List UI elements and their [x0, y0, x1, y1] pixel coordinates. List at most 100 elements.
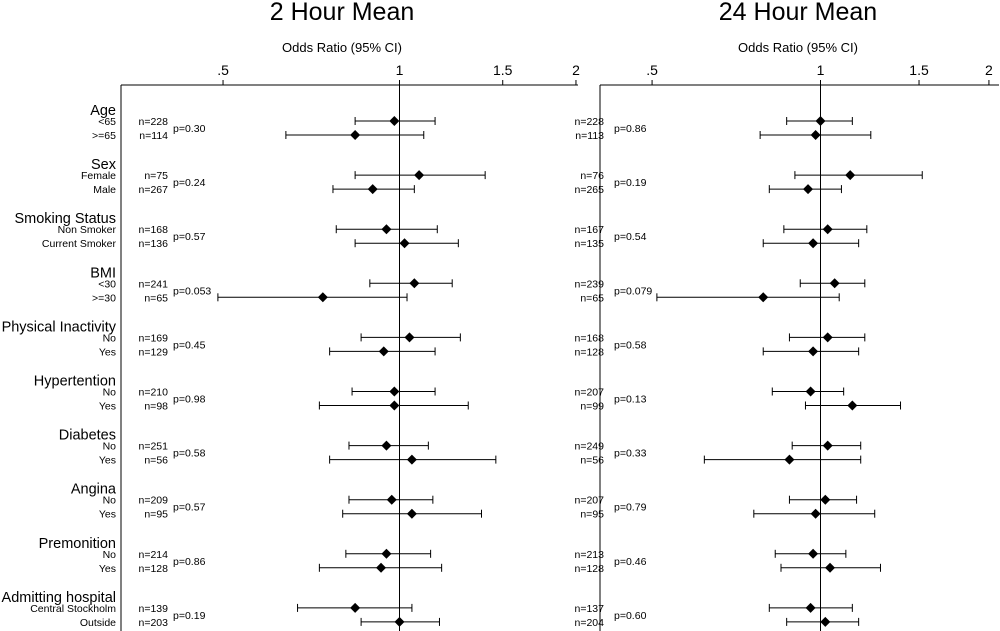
p-value-label: p=0.13 — [614, 394, 647, 406]
x-tick-label: 1.5 — [493, 62, 513, 78]
n-label: n=56 — [580, 455, 604, 467]
n-label: n=95 — [144, 509, 168, 521]
point-estimate — [389, 400, 400, 411]
n-label: n=75 — [144, 170, 168, 182]
point-estimate — [803, 184, 814, 195]
row-label: Yes — [99, 455, 116, 467]
p-value-label: p=0.45 — [173, 339, 206, 351]
x-axis-title: Odds Ratio (95% CI) — [738, 40, 858, 55]
group-label: Angina — [71, 482, 117, 498]
p-value-label: p=0.30 — [173, 123, 206, 135]
row-label: No — [103, 387, 117, 399]
p-value-label: p=0.60 — [614, 610, 647, 622]
p-value-label: p=0.19 — [614, 177, 647, 189]
point-estimate — [808, 238, 819, 249]
point-estimate — [820, 616, 831, 627]
n-label: n=135 — [575, 238, 605, 250]
row-label: Yes — [99, 346, 116, 358]
group-label: Admitting hospital — [2, 590, 116, 606]
point-estimate — [378, 346, 389, 357]
row-label: Non Smoker — [58, 224, 117, 236]
point-estimate — [822, 224, 833, 235]
point-estimate — [822, 332, 833, 343]
n-label: n=137 — [575, 603, 605, 615]
panel-2-hour-mean: 2 Hour Mean Odds Ratio (95% CI) .5 1 1.5 2 Age… — [2, 0, 580, 631]
row-label: No — [103, 495, 117, 507]
p-value-label: p=0.79 — [614, 502, 647, 514]
x-tick-label: 1 — [817, 62, 825, 78]
point-estimate — [845, 170, 856, 181]
p-value-label: p=0.46 — [614, 556, 647, 568]
n-label: n=214 — [139, 549, 169, 561]
n-label: n=267 — [139, 184, 169, 196]
x-tick-label: .5 — [646, 62, 658, 78]
point-estimate — [815, 116, 826, 126]
point-estimate — [820, 494, 831, 505]
point-estimate — [389, 386, 400, 397]
n-label: n=169 — [139, 332, 169, 344]
point-estimate — [414, 170, 425, 181]
point-estimate — [808, 548, 819, 559]
row-label: No — [103, 549, 117, 561]
n-label: n=228 — [575, 116, 605, 128]
n-label: n=139 — [139, 603, 169, 615]
n-label: n=113 — [575, 130, 604, 142]
row-label: Yes — [99, 563, 116, 575]
n-label: n=207 — [575, 495, 605, 507]
group-label: BMI — [90, 265, 116, 281]
group-label: Age — [90, 103, 116, 119]
row-label: Yes — [99, 401, 116, 413]
n-label: n=76 — [580, 170, 604, 182]
n-label: n=210 — [139, 387, 169, 399]
point-estimate — [350, 130, 361, 140]
point-estimate — [381, 224, 392, 235]
point-estimate — [381, 440, 392, 451]
n-label: n=207 — [575, 387, 605, 399]
n-label: n=65 — [144, 292, 168, 304]
point-estimate — [805, 602, 816, 613]
n-label: n=203 — [139, 617, 169, 629]
row-label: <65 — [98, 116, 116, 128]
n-label: n=228 — [139, 116, 169, 128]
p-value-label: p=0.57 — [173, 231, 206, 243]
point-estimate — [758, 292, 769, 303]
row-label: Central Stockholm — [30, 603, 116, 615]
point-estimate — [805, 386, 816, 397]
row-label: Female — [81, 170, 116, 182]
row-label: Male — [93, 184, 116, 196]
point-estimate — [404, 332, 415, 343]
p-value-label: p=0.33 — [614, 448, 647, 460]
p-value-label: p=0.86 — [173, 556, 206, 568]
point-estimate — [825, 562, 836, 573]
n-label: n=213 — [575, 549, 605, 561]
n-label: n=128 — [575, 563, 605, 575]
chart-title: 24 Hour Mean — [719, 0, 877, 26]
point-estimate — [810, 508, 821, 519]
point-estimate — [406, 508, 417, 519]
row-label: No — [103, 332, 117, 344]
point-estimate — [822, 440, 833, 451]
x-tick-label: 2 — [985, 62, 993, 78]
n-label: n=128 — [575, 346, 605, 358]
group-label: Physical Inactivity — [2, 319, 117, 335]
x-axis-title: Odds Ratio (95% CI) — [282, 40, 402, 55]
row-label: <30 — [98, 278, 116, 290]
point-estimate — [376, 562, 387, 573]
p-value-label: p=0.079 — [614, 285, 652, 297]
group-label: Diabetes — [59, 428, 116, 444]
row-label: >=30 — [92, 292, 116, 304]
x-tick-label: 1 — [396, 62, 404, 78]
p-value-label: p=0.57 — [173, 502, 206, 514]
n-label: n=95 — [580, 509, 604, 521]
p-value-label: p=0.58 — [614, 339, 647, 351]
point-estimate — [399, 238, 410, 249]
point-estimate — [381, 548, 392, 559]
point-estimate — [406, 454, 417, 465]
point-estimate — [386, 494, 397, 505]
n-label: n=168 — [575, 332, 605, 344]
n-label: n=251 — [139, 441, 169, 453]
p-value-label: p=0.24 — [173, 177, 206, 189]
x-tick-label: 2 — [572, 62, 580, 78]
row-label: No — [103, 441, 117, 453]
